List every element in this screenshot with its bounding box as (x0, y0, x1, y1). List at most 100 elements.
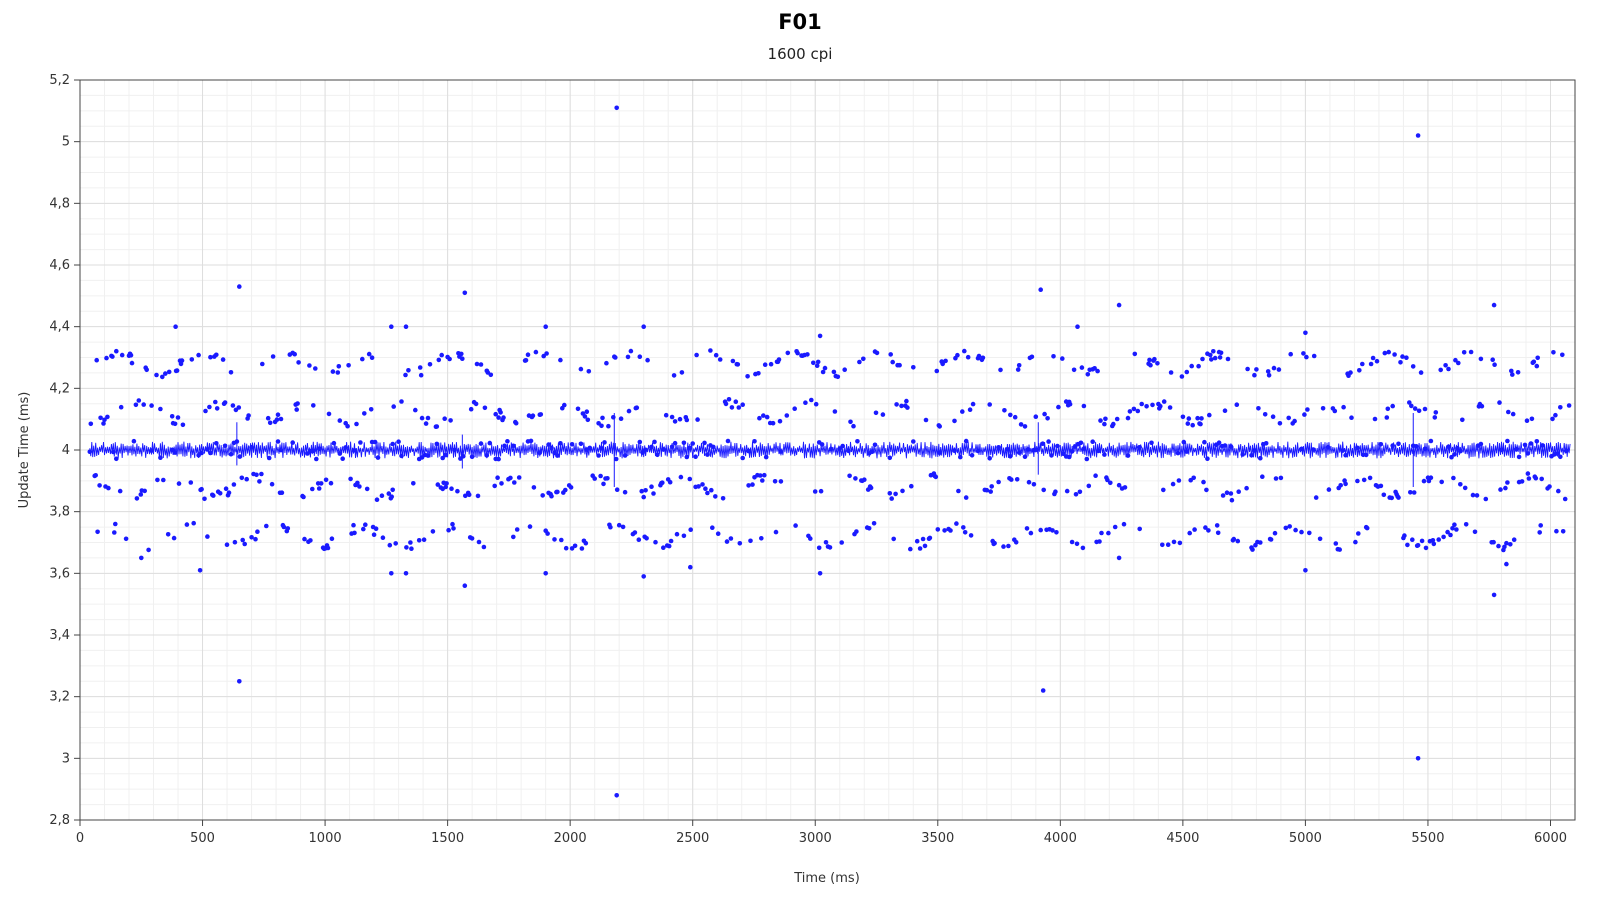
data-point (649, 444, 654, 450)
data-point (1410, 364, 1416, 369)
data-point (452, 447, 457, 453)
data-point (1066, 454, 1072, 460)
data-point (736, 405, 742, 410)
data-point (606, 423, 611, 429)
data-point (1498, 487, 1503, 492)
data-point (1283, 525, 1289, 531)
data-point (246, 413, 251, 418)
data-point (211, 493, 216, 498)
data-point (1081, 446, 1087, 451)
data-point (468, 406, 474, 412)
data-point (1228, 491, 1234, 496)
data-point (584, 409, 590, 415)
data-point (889, 496, 894, 501)
data-point (1463, 522, 1469, 527)
data-point (158, 406, 163, 412)
data-point (336, 364, 342, 369)
data-point (996, 479, 1001, 485)
data-point (996, 445, 1001, 450)
data-point (1503, 485, 1508, 491)
data-point (637, 439, 643, 445)
data-point (1563, 448, 1569, 454)
data-point (1196, 363, 1201, 369)
data-point (1410, 537, 1415, 542)
data-point (1152, 356, 1157, 362)
data-point (1135, 408, 1141, 414)
data-point (1450, 526, 1455, 531)
data-point (249, 445, 254, 450)
data-point (768, 361, 774, 367)
data-point (1491, 592, 1497, 598)
data-point (636, 537, 642, 542)
data-point (980, 355, 986, 361)
data-point (760, 478, 765, 483)
data-point (764, 414, 770, 420)
data-point (1067, 401, 1073, 407)
data-point (1533, 475, 1539, 481)
data-point (1079, 365, 1085, 370)
data-point (823, 540, 829, 545)
data-point (1234, 402, 1240, 408)
data-point (893, 491, 898, 497)
data-point (514, 527, 520, 532)
data-point (871, 521, 877, 526)
data-point (366, 351, 372, 357)
data-point (549, 493, 554, 499)
data-point (777, 418, 783, 424)
data-point (1016, 363, 1022, 368)
y-tick-label: 3 (62, 751, 70, 766)
data-point (371, 532, 377, 537)
data-point (1075, 324, 1080, 330)
data-point (1260, 474, 1265, 480)
data-point (1478, 356, 1484, 362)
data-point (1357, 368, 1362, 373)
data-point (1167, 405, 1173, 410)
data-point (222, 400, 228, 405)
chart-title: F01 (778, 10, 822, 34)
data-point (1553, 412, 1558, 418)
data-point (411, 481, 416, 486)
data-point (1018, 422, 1024, 427)
data-point (681, 533, 687, 539)
data-point (1077, 489, 1083, 495)
data-point (230, 403, 236, 408)
data-point (672, 419, 678, 424)
data-point (208, 450, 213, 456)
data-point (123, 536, 129, 542)
data-point (469, 454, 475, 460)
data-point (1470, 492, 1476, 498)
data-point (572, 543, 578, 549)
data-point (531, 485, 537, 490)
data-point (1273, 476, 1279, 481)
data-point (110, 354, 115, 359)
y-tick-label: 4 (62, 443, 70, 458)
data-point (596, 453, 601, 458)
data-point (1390, 443, 1395, 448)
data-point (880, 412, 886, 417)
data-point (894, 402, 899, 407)
data-point (1534, 439, 1540, 444)
data-point (943, 358, 948, 364)
data-point (575, 406, 581, 412)
data-point (189, 357, 195, 362)
data-point (1127, 409, 1133, 414)
data-point (1016, 450, 1022, 455)
data-point (1165, 542, 1171, 547)
data-point (242, 541, 247, 547)
data-point (1431, 541, 1437, 547)
data-point (935, 527, 941, 532)
data-point (203, 408, 208, 414)
data-point (733, 399, 739, 405)
data-point (236, 405, 242, 410)
data-point (113, 521, 118, 527)
data-point (1185, 421, 1191, 426)
data-point (1505, 480, 1510, 485)
data-point (1014, 477, 1020, 482)
data-point (488, 372, 494, 378)
data-point (1407, 400, 1412, 405)
data-point (430, 529, 436, 534)
data-point (461, 454, 466, 459)
data-point (214, 406, 220, 411)
data-point (1554, 528, 1559, 534)
data-point (1551, 350, 1556, 355)
